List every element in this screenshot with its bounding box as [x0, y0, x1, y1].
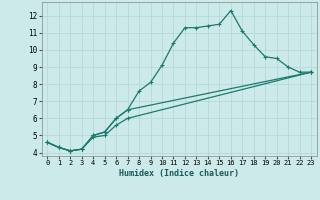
X-axis label: Humidex (Indice chaleur): Humidex (Indice chaleur) — [119, 169, 239, 178]
